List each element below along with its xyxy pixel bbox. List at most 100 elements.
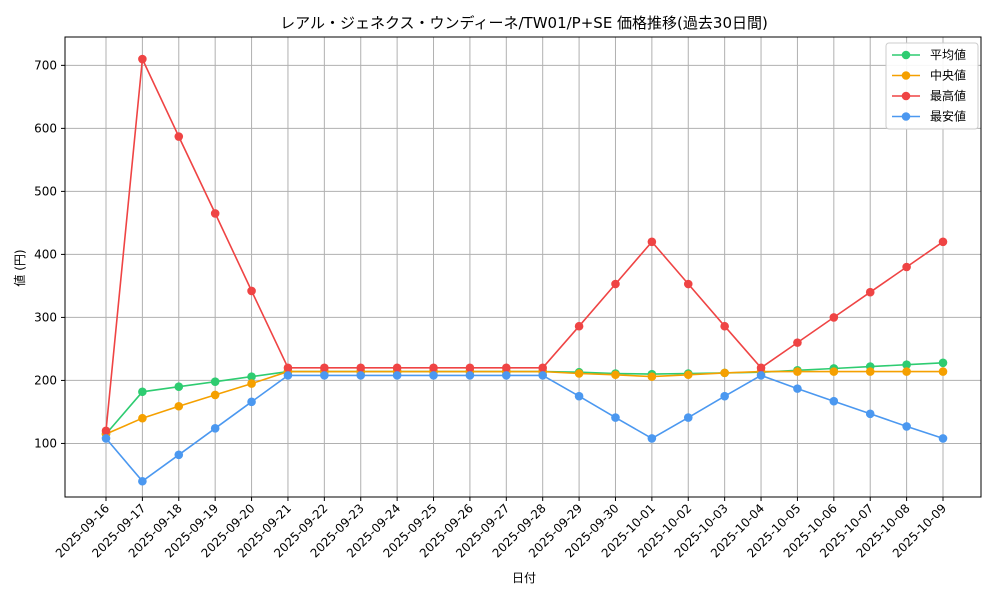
data-point bbox=[611, 370, 620, 380]
data-point bbox=[138, 54, 147, 64]
y-tick-label: 400 bbox=[34, 247, 57, 261]
chart-title: レアル・ジェネクス・ウンディーネ/TW01/P+SE 価格推移(過去30日間) bbox=[280, 14, 768, 32]
series-line bbox=[105, 370, 943, 435]
series-1 bbox=[101, 358, 948, 439]
data-point bbox=[210, 424, 220, 433]
data-point bbox=[392, 363, 402, 373]
grid bbox=[65, 37, 981, 497]
data-point bbox=[793, 338, 802, 347]
y-tick-label: 200 bbox=[34, 373, 57, 387]
data-point bbox=[283, 363, 293, 373]
data-point bbox=[647, 434, 657, 443]
data-point bbox=[683, 413, 693, 422]
data-point bbox=[574, 321, 584, 331]
plot-area-frame bbox=[64, 36, 982, 498]
y-tick-label: 600 bbox=[34, 121, 57, 135]
series-line bbox=[105, 362, 944, 435]
data-point bbox=[902, 367, 911, 376]
data-point bbox=[829, 396, 839, 406]
data-point bbox=[247, 379, 256, 388]
legend-label: 最安値 bbox=[930, 109, 966, 124]
data-point bbox=[101, 426, 111, 436]
data-point bbox=[538, 363, 547, 373]
data-point bbox=[429, 371, 438, 380]
legend-label: 最高値 bbox=[930, 88, 966, 103]
series-line bbox=[105, 374, 944, 483]
x-axis: 2025-09-162025-09-172025-09-182025-09-19… bbox=[53, 497, 949, 560]
data-point bbox=[720, 391, 729, 401]
data-point bbox=[902, 262, 911, 272]
legend-item: 最安値 bbox=[892, 109, 966, 124]
data-point bbox=[611, 279, 620, 289]
data-point bbox=[138, 413, 147, 423]
data-point bbox=[247, 286, 256, 296]
y-tick-label: 100 bbox=[34, 436, 57, 450]
x-axis-label: 日付 bbox=[512, 571, 536, 585]
data-point bbox=[247, 397, 256, 407]
data-point bbox=[574, 391, 584, 401]
data-point bbox=[647, 237, 657, 247]
data-point bbox=[938, 367, 948, 376]
legend-item: 平均値 bbox=[892, 47, 966, 62]
data-point bbox=[938, 237, 948, 247]
data-point bbox=[720, 368, 729, 378]
data-point bbox=[938, 434, 948, 443]
data-point bbox=[101, 434, 111, 443]
data-point bbox=[865, 367, 875, 376]
y-tick-label: 300 bbox=[34, 310, 57, 324]
data-point bbox=[938, 358, 948, 368]
data-point bbox=[756, 363, 766, 373]
data-point bbox=[902, 422, 911, 431]
data-point bbox=[283, 371, 293, 380]
data-point bbox=[138, 387, 147, 397]
data-point bbox=[210, 377, 220, 386]
data-point bbox=[611, 413, 620, 422]
legend-marker bbox=[901, 50, 911, 60]
series-group bbox=[101, 54, 948, 486]
legend-marker bbox=[901, 112, 911, 121]
legend-marker bbox=[901, 91, 911, 101]
data-point bbox=[465, 371, 475, 380]
y-axis: 100 200 300 400 500 600 700 bbox=[34, 58, 65, 450]
data-point bbox=[320, 371, 329, 380]
data-point bbox=[574, 369, 584, 378]
data-point bbox=[356, 363, 366, 373]
data-point bbox=[756, 371, 766, 380]
legend-frame bbox=[885, 42, 979, 130]
series-3 bbox=[101, 54, 948, 436]
series-line bbox=[105, 56, 944, 431]
legend-item: 最高値 bbox=[892, 88, 966, 103]
y-tick-label: 500 bbox=[34, 184, 57, 198]
legend-item: 中央値 bbox=[892, 68, 966, 83]
data-point bbox=[465, 363, 475, 373]
data-point bbox=[356, 371, 366, 380]
y-axis-label: 値 (円) bbox=[12, 249, 27, 286]
data-point bbox=[793, 367, 802, 376]
data-point bbox=[865, 287, 875, 297]
data-point bbox=[902, 360, 911, 369]
data-point bbox=[647, 372, 657, 381]
legend-label: 中央値 bbox=[930, 68, 966, 83]
data-point bbox=[865, 409, 875, 419]
data-point bbox=[320, 363, 329, 373]
data-point bbox=[174, 132, 184, 141]
data-point bbox=[720, 321, 729, 331]
data-point bbox=[683, 279, 693, 289]
data-point bbox=[429, 363, 438, 373]
data-point bbox=[210, 209, 220, 218]
data-point bbox=[502, 371, 511, 380]
data-point bbox=[829, 367, 839, 376]
data-point bbox=[138, 476, 147, 486]
legend-marker bbox=[901, 71, 911, 80]
data-point bbox=[210, 390, 220, 400]
data-point bbox=[829, 313, 839, 322]
legend-label: 平均値 bbox=[930, 47, 966, 62]
y-tick-label: 700 bbox=[34, 58, 57, 72]
series-2 bbox=[101, 367, 948, 439]
data-point bbox=[174, 382, 184, 392]
data-point bbox=[174, 401, 184, 411]
series-4 bbox=[101, 371, 948, 486]
data-point bbox=[174, 450, 184, 460]
